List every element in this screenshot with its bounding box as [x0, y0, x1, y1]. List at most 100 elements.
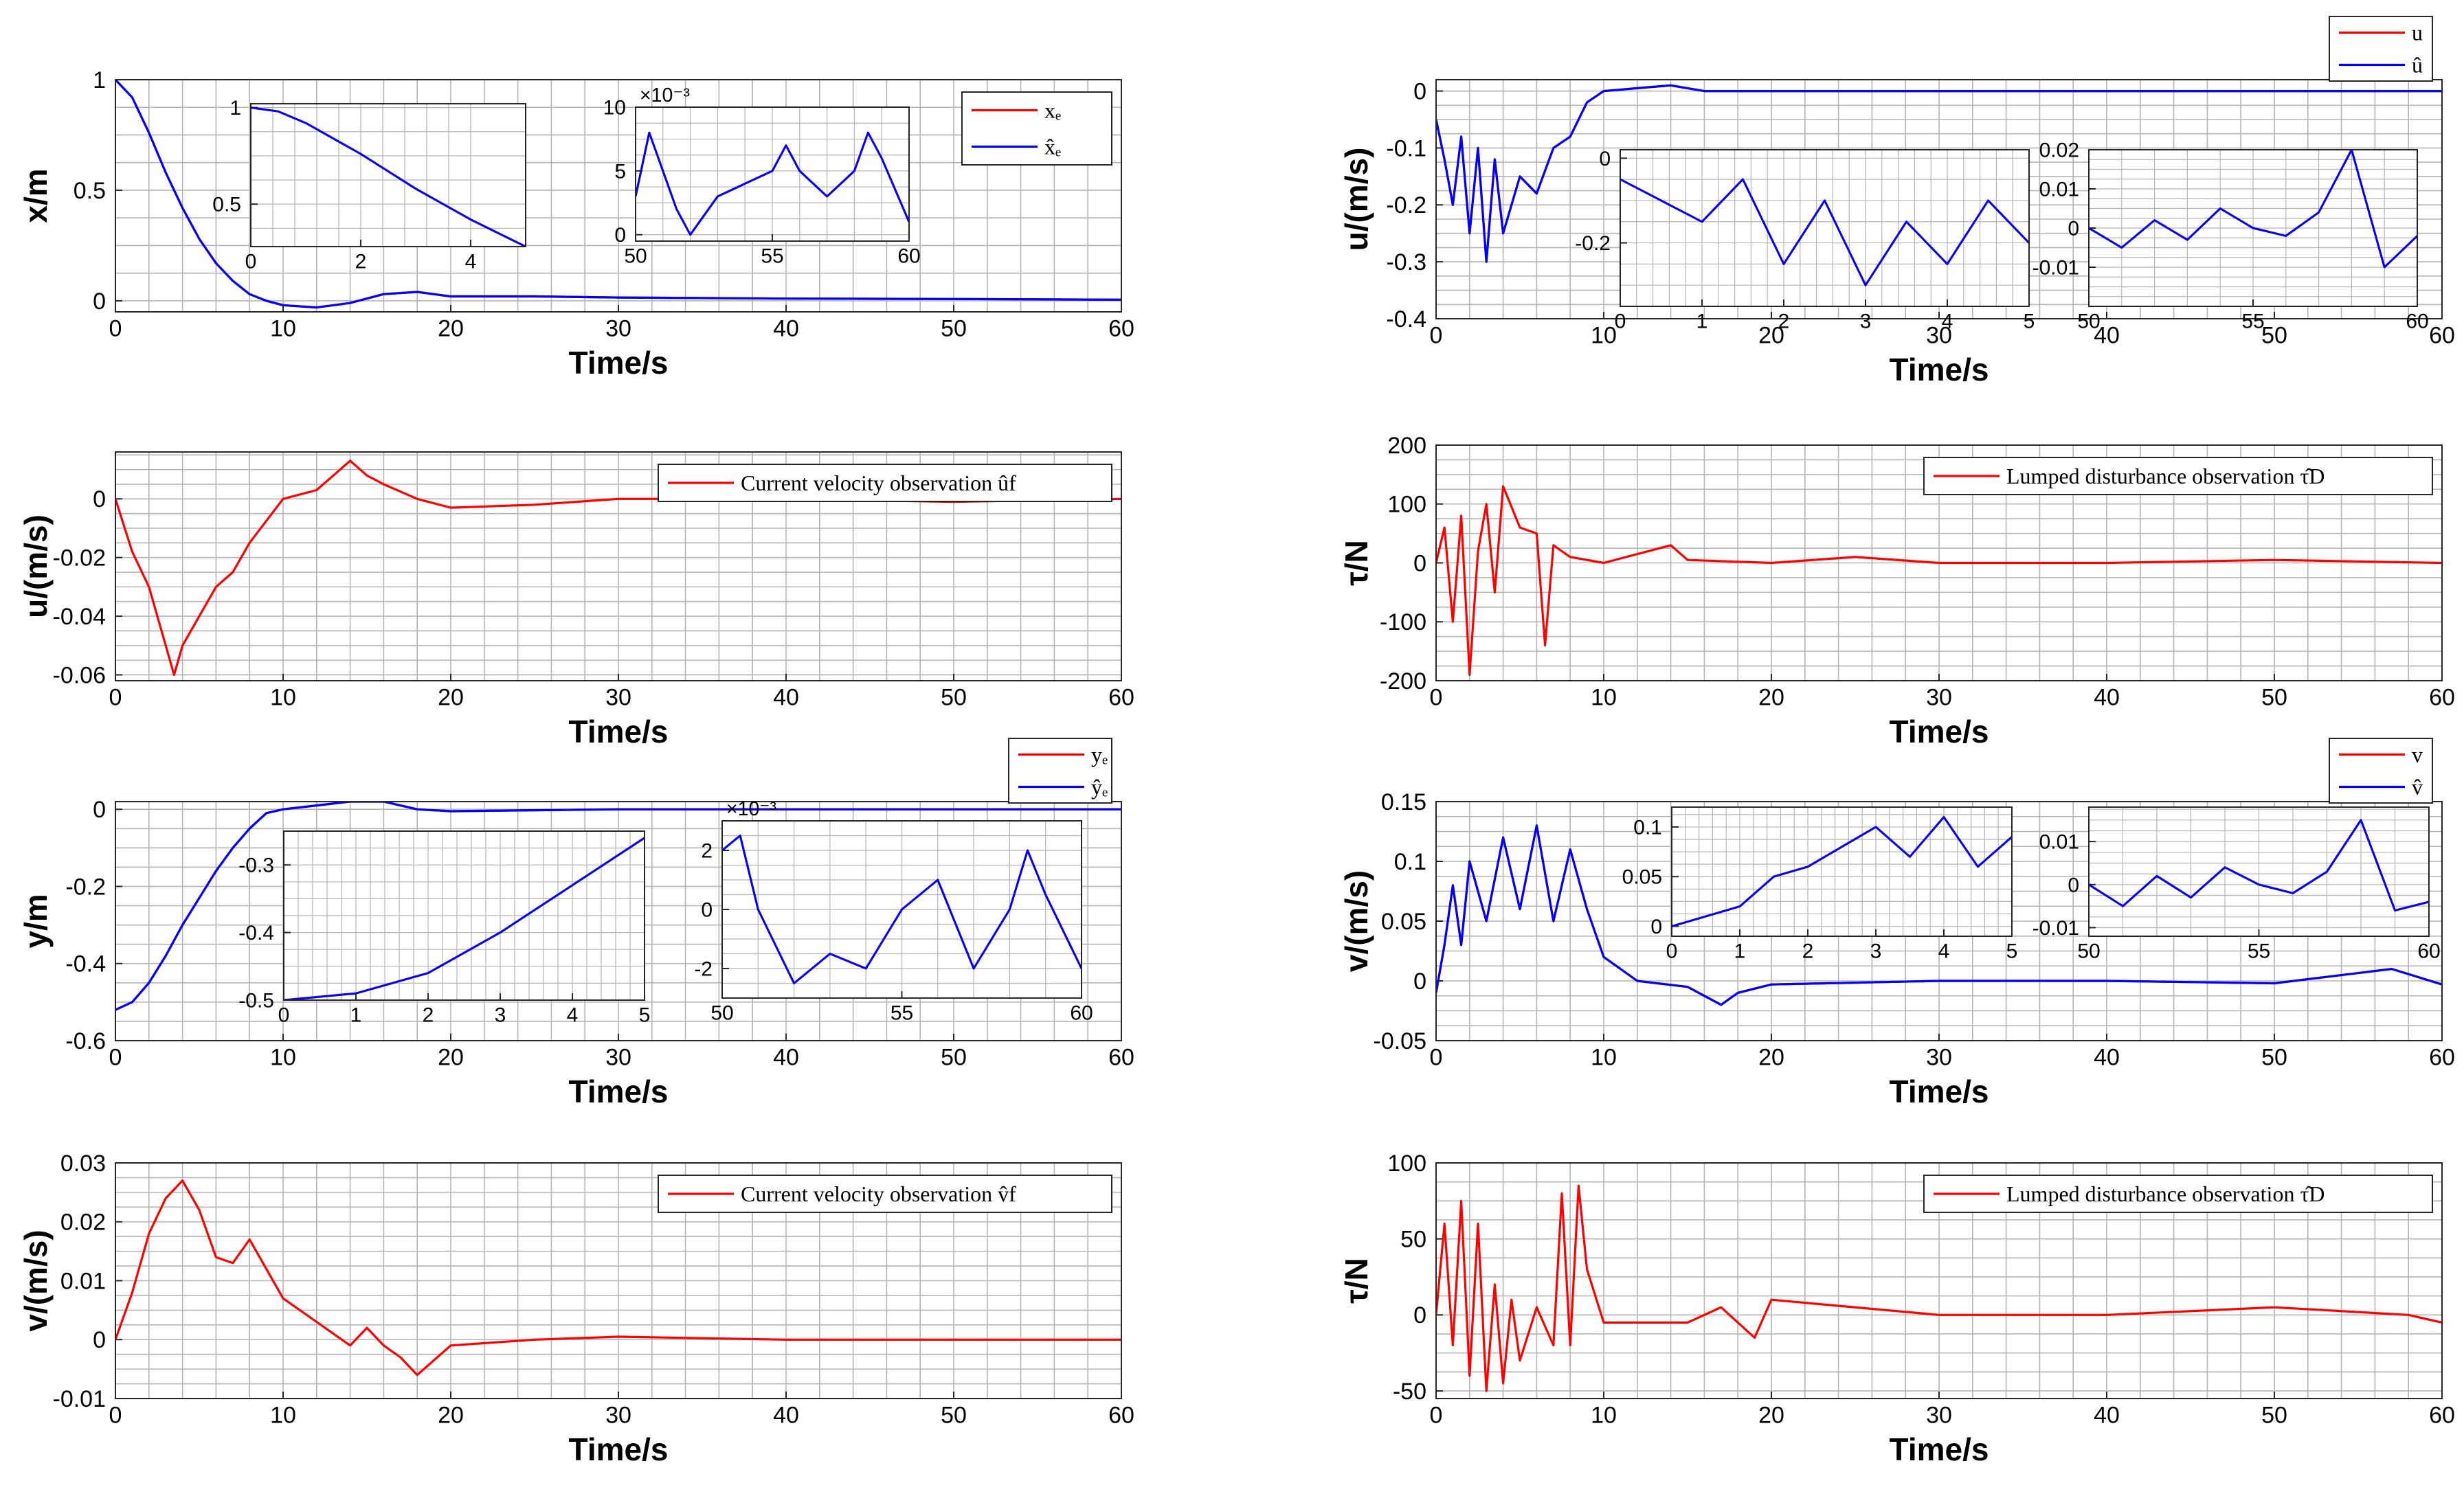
p3-ylabel: u/(m/s) — [18, 514, 54, 618]
p5-xtick-label: 20 — [438, 1045, 464, 1071]
p8-xtick-label: 30 — [1926, 1403, 1952, 1429]
p8-xtick-label: 20 — [1758, 1403, 1784, 1429]
p5-inset1-xtick-label: 4 — [567, 1004, 579, 1027]
p3-xtick-label: 0 — [109, 685, 122, 711]
p1-series-group — [115, 80, 1121, 309]
p6-inset2-xtick-label: 60 — [2417, 940, 2440, 963]
p2-xtick-label: 10 — [1591, 323, 1617, 349]
p5-xtick-label: 0 — [109, 1045, 122, 1071]
p7-series-group — [115, 1179, 1121, 1377]
p2-inset1-xtick-label: 1 — [1696, 310, 1708, 333]
p7-ytick-label: 0 — [93, 1327, 106, 1353]
p2-inset-1: 0 1 2 3 4 5 -0.2 0 — [1575, 148, 2035, 333]
p4-ytick-label: -100 — [1380, 609, 1426, 635]
p2-legend-label: û — [2412, 53, 2423, 78]
p7-series-current velocity observation v_f-line — [115, 1179, 1121, 1377]
p8-ytick-label: 100 — [1387, 1151, 1426, 1177]
p2-frame — [1435, 79, 2443, 319]
p4-chart: 0 10 20 30 40 50 60 -200 -100 0 100 200 Time/s τ/N Lum… — [1339, 433, 2455, 749]
p1-inset2-series-blue-line — [636, 131, 909, 236]
p6-legend-label: v̂ — [2412, 775, 2423, 800]
p3-xtick-label: 40 — [773, 685, 799, 711]
p6-series-group — [1436, 824, 2442, 1006]
p4-xtick-label: 20 — [1758, 685, 1784, 711]
p1-inset-1: 0 2 4 0.5 1 — [212, 97, 526, 273]
p6-series-v_hat-line — [1436, 824, 2442, 1006]
p6-inset2-ytick-label: -0.01 — [2032, 917, 2079, 940]
p8-ylabel: τ/N — [1339, 1258, 1374, 1304]
p3-ytick-label: 0 — [93, 486, 106, 512]
p3-ytick-label: -0.06 — [53, 662, 107, 688]
p1-inset2-xtick-label: 50 — [624, 245, 647, 268]
p6-legend: v v̂ — [2329, 738, 2433, 804]
p7-xtick-label: 40 — [773, 1403, 799, 1429]
p2-chart: 0 10 20 30 40 50 60-0.4-0.3-0.2-0.10Time/su/(m… — [1339, 16, 2455, 387]
p1-legend-label: xₑ — [1044, 98, 1061, 123]
p6-inset1-xtick-label: 1 — [1734, 940, 1746, 963]
p6-inset1-ytick-label: 0.05 — [1622, 866, 1662, 889]
p2-legend: uû — [2329, 16, 2433, 82]
p8-xtick-label: 50 — [2261, 1403, 2287, 1429]
p1-inset2-ytick-label: 0 — [614, 224, 626, 247]
p2-inset2-xtick-label: 55 — [2241, 310, 2264, 333]
p3-ytick-label: -0.04 — [53, 604, 107, 630]
p6-inset1-xtick-label: 0 — [1666, 940, 1678, 963]
p5-xtick-label: 40 — [773, 1045, 799, 1071]
p5-xlabel: Time/s — [569, 1074, 669, 1109]
p5-inset1-frame — [283, 830, 645, 1001]
p6-inset1-series-blue-line — [1672, 816, 2012, 927]
p6-inset2-series-group — [2089, 819, 2429, 912]
p6-ytick-label: 0 — [1413, 969, 1426, 995]
p5-ytick-label: -0.4 — [65, 951, 106, 977]
p5-inset1-xtick-label: 0 — [278, 1004, 290, 1027]
p7-xtick-label: 20 — [438, 1403, 464, 1429]
p4-series-lumped disturbance observation-line — [1436, 485, 2442, 677]
p5-inset1-series-group — [284, 837, 645, 1000]
p2-inset1-xtick-label: 3 — [1860, 310, 1872, 333]
p3-xtick-label: 20 — [438, 685, 464, 711]
p2-xtick-label: 0 — [1430, 323, 1443, 349]
p6-inset2-series-blue-line — [2089, 819, 2429, 912]
p7-xtick-label: 0 — [109, 1403, 122, 1429]
p5-xtick-label: 50 — [941, 1045, 967, 1071]
p3-xlabel: Time/s — [569, 714, 669, 749]
p2-inset2-ytick-label: 0 — [2068, 218, 2079, 240]
p2-inset1-ytick-label: -0.2 — [1575, 232, 1611, 255]
p4-xtick-label: 60 — [2429, 685, 2455, 711]
p5-inset-2: 50 55 60 -2 0 2 ×10⁻³ — [694, 798, 1093, 1025]
p2-inset1-plot-area — [1620, 150, 2029, 306]
p1-frame — [115, 79, 1122, 313]
p6-inset-2: 50 55 60 -0.01 0 0.01 — [2032, 806, 2441, 963]
p7-legend-label: Current velocity observation v̂f — [741, 1181, 1016, 1206]
p4-ylabel: τ/N — [1339, 540, 1374, 586]
p6-xtick-label: 40 — [2094, 1045, 2120, 1071]
p5-ytick-label: -0.6 — [65, 1028, 106, 1054]
p2-inset1-xtick-label: 0 — [1615, 310, 1626, 333]
p1-xtick-label: 20 — [438, 316, 464, 342]
p5-inset2-frame — [721, 820, 1082, 999]
p4-xtick-label: 10 — [1591, 685, 1617, 711]
p8-xtick-label: 0 — [1430, 1403, 1443, 1429]
p7-xtick-label: 60 — [1108, 1403, 1134, 1429]
p4-series-group — [1436, 485, 2442, 677]
p5-inset2-xtick-label: 50 — [710, 1002, 733, 1025]
p2-ytick-label: 0 — [1413, 78, 1426, 104]
p5-inset2-exponent-label: ×10⁻³ — [726, 798, 776, 820]
p3-xtick-label: 50 — [941, 685, 967, 711]
p1-xtick-label: 10 — [270, 316, 296, 342]
p6-ytick-label: -0.05 — [1374, 1028, 1427, 1054]
p1-inset2-xtick-label: 60 — [897, 245, 920, 268]
p1-inset1-frame — [250, 103, 526, 247]
p5-inset2-xtick-label: 60 — [1070, 1002, 1093, 1025]
p1-inset1-xtick-label: 0 — [245, 251, 257, 273]
p4-legend: Lumped disturbance observation τ̂D — [1923, 457, 2433, 495]
p4-xtick-label: 50 — [2261, 685, 2287, 711]
p1-xtick-label: 50 — [941, 316, 967, 342]
p1-inset1-plot-area — [251, 104, 526, 247]
p5-inset1-xtick-label: 5 — [639, 1004, 651, 1027]
p7-ytick-label: -0.01 — [53, 1386, 107, 1412]
p2-xlabel: Time/s — [1890, 352, 1989, 387]
p8-xtick-label: 40 — [2094, 1403, 2120, 1429]
